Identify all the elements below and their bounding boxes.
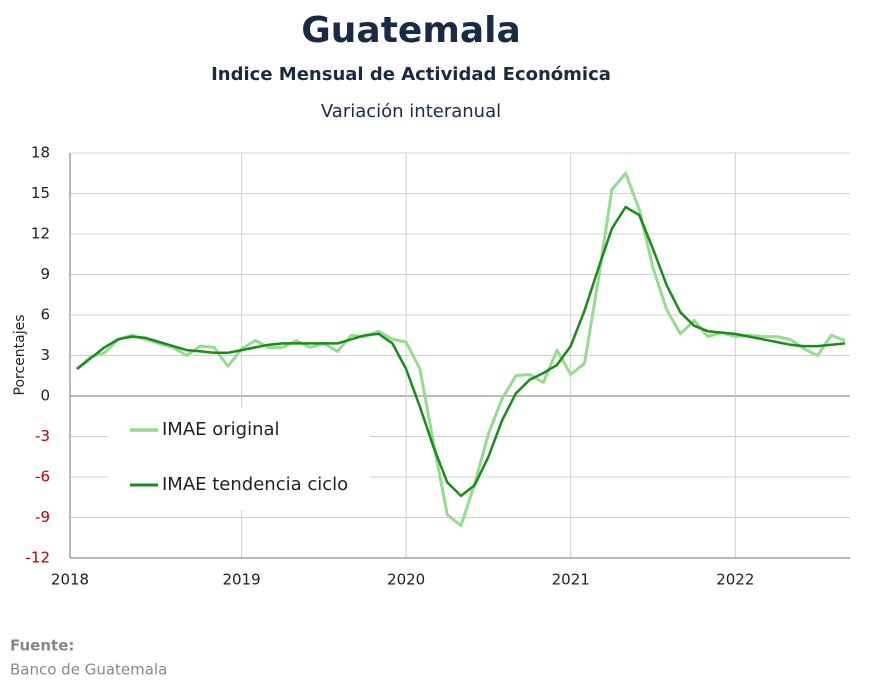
- y-tick-label: -12: [26, 549, 51, 567]
- y-tick-label: 0: [40, 387, 50, 405]
- y-tick-label: 3: [40, 346, 50, 364]
- source-label: Fuente:: [10, 637, 74, 655]
- x-tick-label: 2022: [716, 571, 754, 589]
- y-tick-label: 9: [40, 265, 50, 283]
- y-tick-label: 6: [40, 306, 50, 324]
- y-tick-label: -6: [35, 468, 50, 486]
- source: Banco de Guatemala: [10, 661, 167, 679]
- series-line: [76, 205, 846, 498]
- y-tick-label: -9: [35, 508, 50, 526]
- legend-label: IMAE original: [162, 419, 280, 440]
- chart-subtitle: Indice Mensual de Actividad Económica: [211, 64, 611, 85]
- series-line: [76, 171, 846, 528]
- y-tick-label: 12: [31, 225, 50, 243]
- x-tick-label: 2018: [51, 571, 89, 589]
- y-tick-label: 15: [31, 184, 50, 202]
- y-tick-label: 18: [31, 144, 50, 162]
- legend-box: [108, 408, 370, 510]
- y-axis-label: Porcentajes: [12, 314, 28, 395]
- x-tick-label: 2019: [222, 571, 260, 589]
- x-tick-label: 2021: [552, 571, 590, 589]
- x-tick-label: 2020: [387, 571, 425, 589]
- chart-title: Guatemala: [301, 10, 521, 51]
- y-tick-label: -3: [35, 427, 50, 445]
- chart-subtitle: Variación interanual: [321, 101, 501, 122]
- legend-label: IMAE tendencia ciclo: [162, 474, 348, 495]
